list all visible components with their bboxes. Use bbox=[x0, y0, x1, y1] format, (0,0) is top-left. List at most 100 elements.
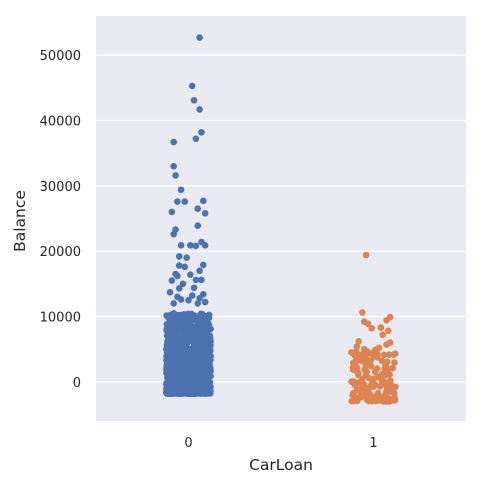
data-point bbox=[351, 352, 359, 359]
data-point bbox=[181, 329, 189, 337]
data-point bbox=[194, 205, 202, 212]
data-point bbox=[168, 277, 176, 284]
data-point bbox=[191, 360, 199, 367]
data-point bbox=[188, 292, 196, 299]
data-point bbox=[172, 226, 179, 233]
data-point bbox=[181, 263, 189, 271]
data-point bbox=[359, 376, 366, 383]
data-point bbox=[201, 389, 209, 397]
data-point bbox=[377, 324, 385, 331]
data-point bbox=[378, 370, 386, 378]
data-point bbox=[190, 368, 198, 376]
data-point bbox=[166, 327, 174, 335]
data-point bbox=[174, 272, 181, 280]
data-point bbox=[380, 351, 388, 359]
data-point bbox=[200, 197, 207, 205]
data-point bbox=[170, 138, 177, 146]
data-point bbox=[368, 324, 375, 332]
data-point bbox=[197, 349, 204, 357]
data-point bbox=[177, 241, 185, 249]
y-tick-labels: 0 10000 20000 30000 40000 50000 bbox=[40, 49, 81, 391]
data-point bbox=[190, 381, 198, 389]
data-point bbox=[192, 242, 200, 250]
data-point bbox=[373, 365, 381, 372]
data-point bbox=[204, 323, 212, 330]
data-point bbox=[385, 351, 393, 358]
data-point bbox=[168, 379, 175, 386]
data-point bbox=[385, 327, 392, 335]
data-point bbox=[198, 128, 205, 136]
data-point bbox=[173, 373, 181, 381]
data-point bbox=[386, 398, 393, 405]
x-tick-label: 1 bbox=[369, 436, 377, 451]
data-point bbox=[167, 373, 175, 381]
data-point bbox=[188, 82, 196, 90]
data-point bbox=[192, 135, 200, 143]
data-point bbox=[383, 341, 390, 348]
data-point bbox=[172, 318, 179, 326]
data-point bbox=[166, 316, 173, 323]
data-point bbox=[168, 208, 176, 216]
data-point bbox=[177, 186, 185, 194]
data-point bbox=[201, 298, 209, 306]
data-point bbox=[355, 356, 363, 363]
data-point bbox=[196, 267, 203, 275]
data-point bbox=[353, 343, 361, 350]
data-point bbox=[199, 359, 207, 367]
data-point bbox=[172, 348, 180, 355]
data-point bbox=[194, 388, 201, 396]
x-axis-label: CarLoan bbox=[249, 456, 313, 474]
data-point bbox=[391, 359, 398, 366]
data-point bbox=[177, 389, 184, 397]
data-point bbox=[365, 349, 372, 357]
data-point bbox=[177, 364, 185, 372]
data-point bbox=[364, 320, 372, 327]
data-point bbox=[203, 331, 211, 339]
data-point bbox=[167, 384, 175, 392]
data-point bbox=[379, 331, 387, 339]
y-axis-label: Balance bbox=[11, 190, 29, 252]
data-point bbox=[198, 276, 205, 284]
data-point bbox=[190, 284, 198, 292]
data-point bbox=[166, 289, 174, 296]
data-point bbox=[391, 394, 398, 401]
data-point bbox=[178, 342, 186, 350]
data-point bbox=[191, 375, 199, 382]
y-tick-label: 40000 bbox=[40, 115, 81, 130]
data-point bbox=[197, 312, 205, 319]
data-point bbox=[187, 241, 194, 249]
data-point bbox=[207, 352, 214, 360]
data-point bbox=[185, 296, 192, 304]
data-point bbox=[196, 34, 203, 41]
data-point bbox=[190, 96, 198, 104]
data-point bbox=[169, 334, 177, 341]
data-point bbox=[205, 371, 212, 379]
data-point bbox=[194, 300, 202, 307]
data-point bbox=[383, 317, 390, 324]
data-point bbox=[187, 271, 194, 278]
data-point bbox=[184, 365, 192, 372]
data-point bbox=[200, 261, 207, 269]
data-point bbox=[206, 346, 214, 354]
data-point bbox=[355, 338, 363, 345]
data-point bbox=[170, 162, 177, 170]
y-gridlines bbox=[96, 54, 466, 383]
data-point bbox=[172, 389, 179, 397]
data-point bbox=[198, 238, 205, 246]
data-point bbox=[177, 296, 185, 303]
data-point bbox=[175, 285, 183, 292]
y-tick-label: 10000 bbox=[40, 310, 81, 325]
data-point bbox=[175, 262, 183, 269]
data-point bbox=[391, 350, 399, 357]
data-point bbox=[179, 371, 187, 379]
data-point bbox=[379, 379, 386, 387]
data-point bbox=[196, 294, 203, 302]
data-point bbox=[362, 251, 370, 259]
data-point bbox=[163, 362, 170, 370]
data-point bbox=[194, 222, 202, 229]
data-point bbox=[196, 106, 203, 113]
data-point bbox=[350, 361, 358, 368]
data-point bbox=[170, 300, 177, 307]
